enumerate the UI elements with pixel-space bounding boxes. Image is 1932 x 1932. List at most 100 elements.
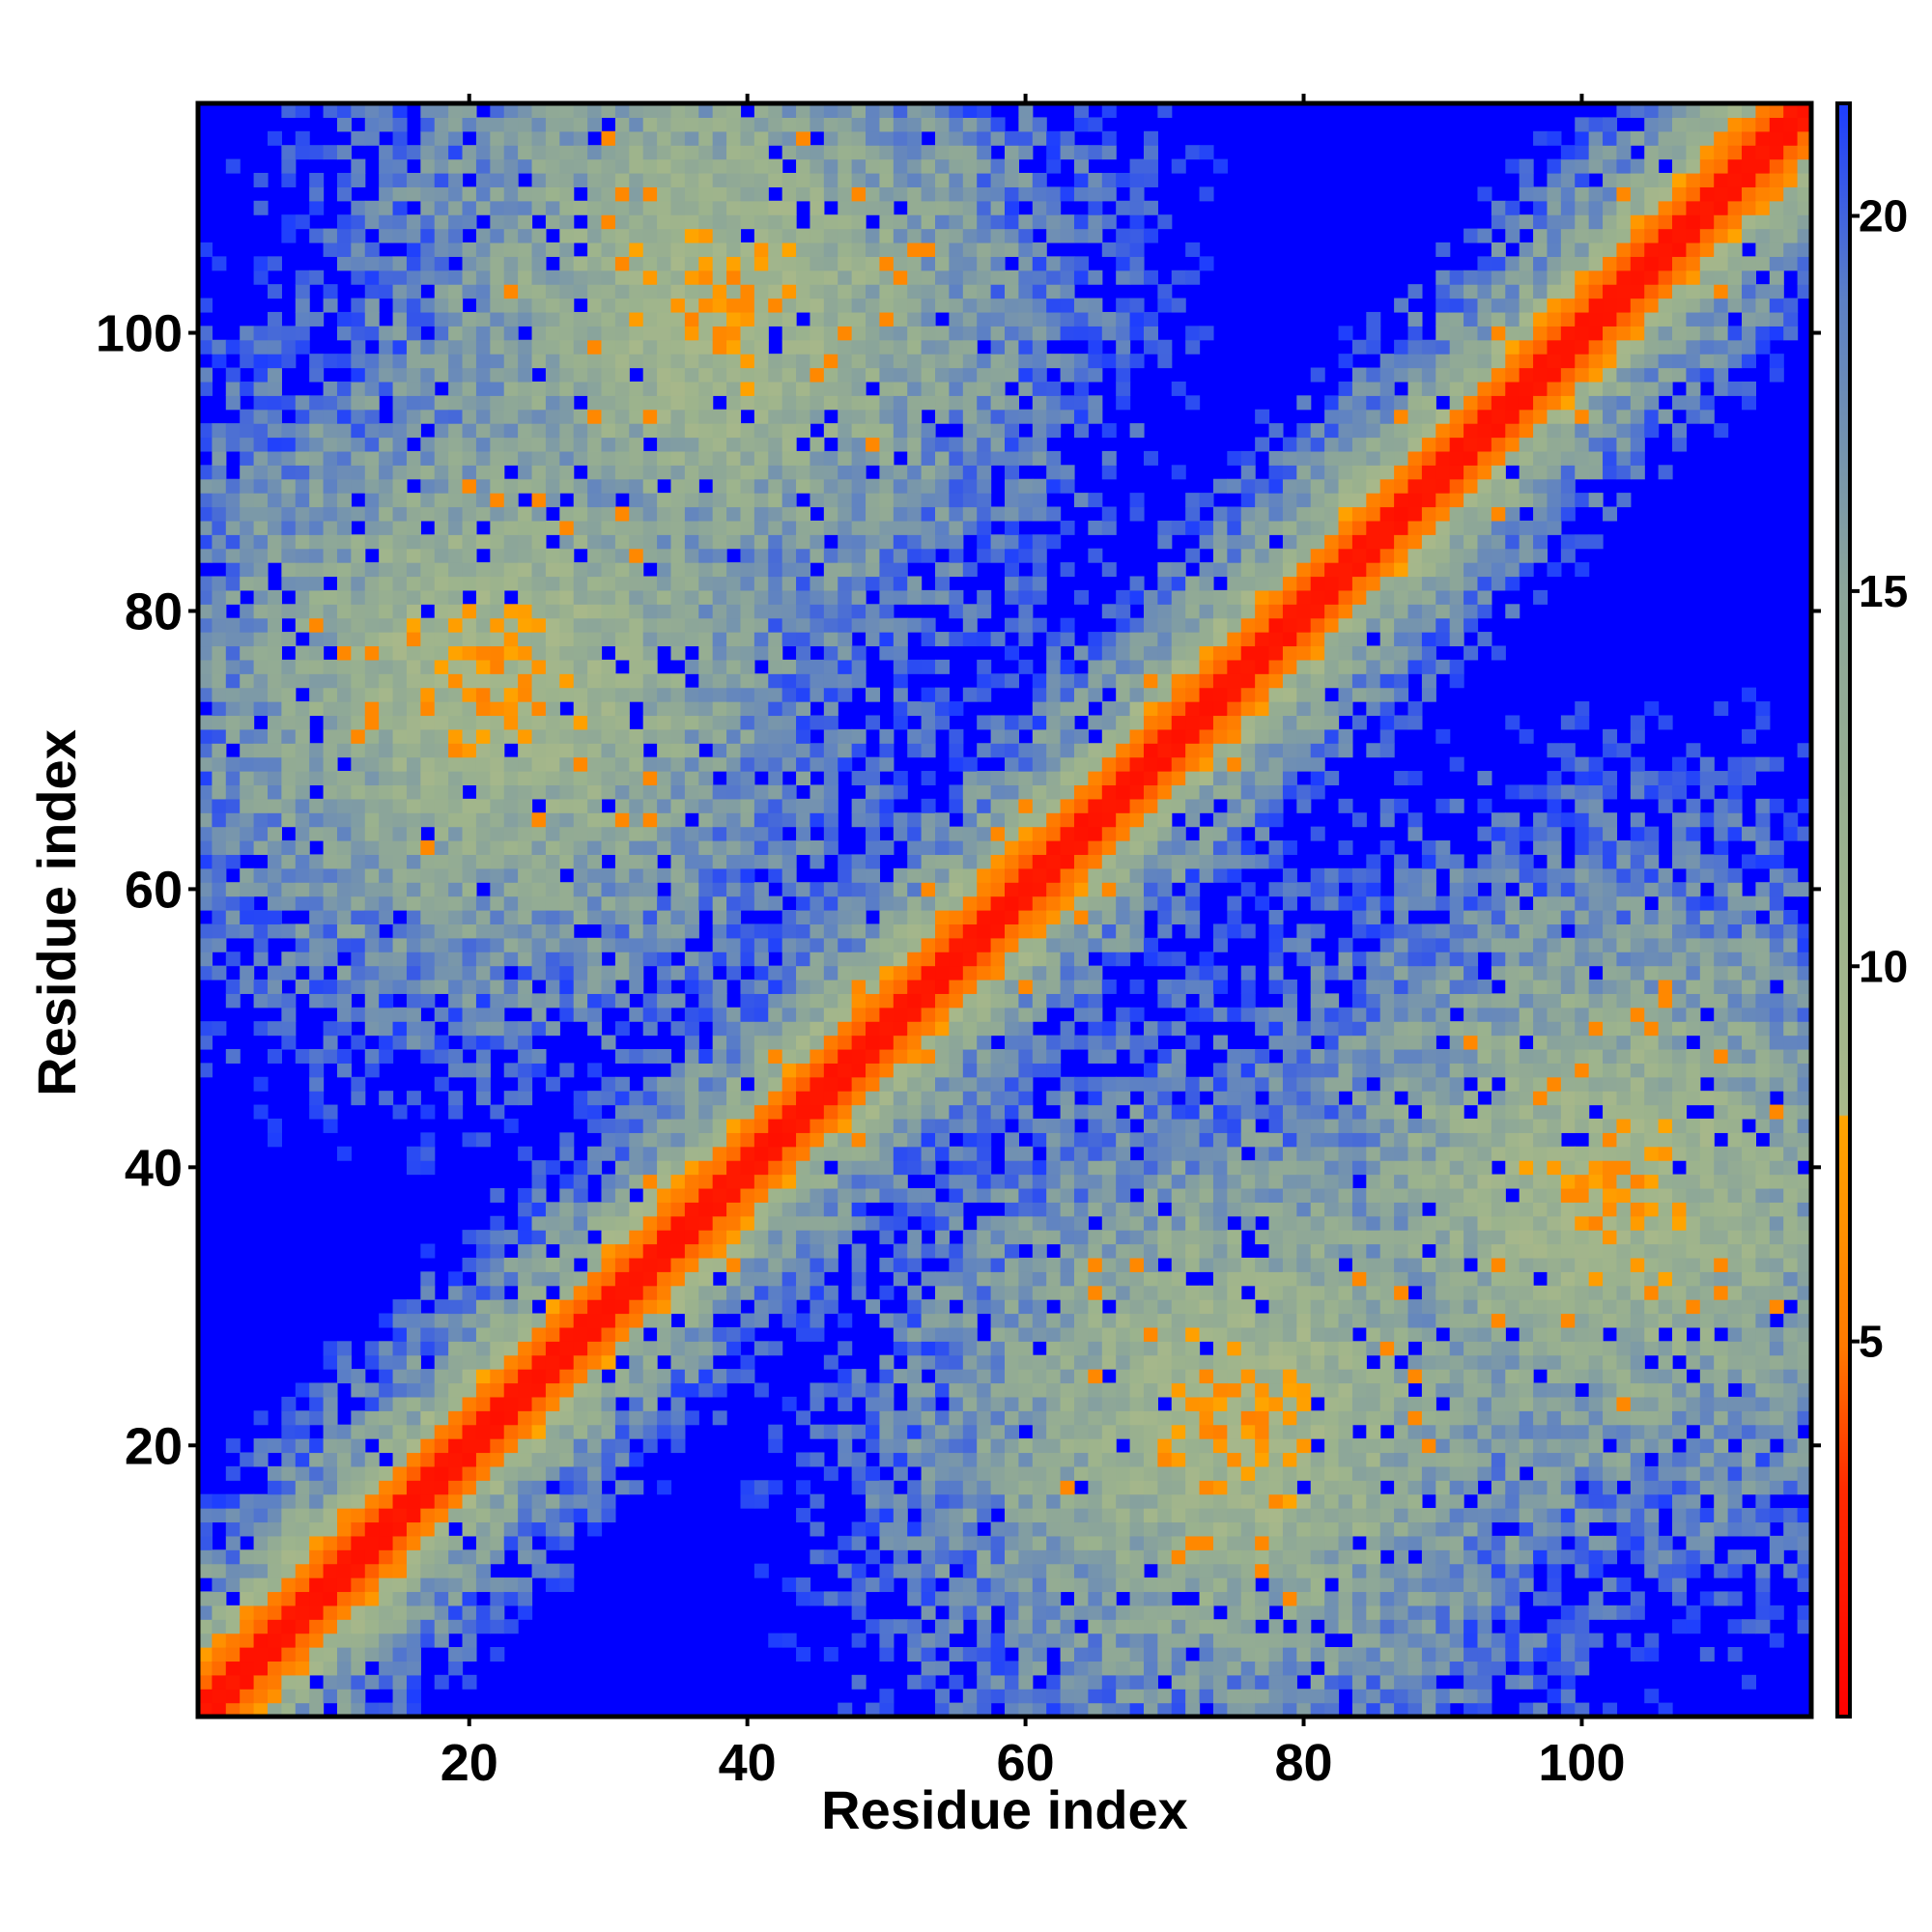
heatmap-cell [475,1535,491,1550]
heatmap-cell [684,562,699,578]
heatmap-cell [559,840,575,856]
heatmap-cell [225,812,241,828]
heatmap-cell [281,214,297,230]
heatmap-cell [781,1174,797,1189]
heatmap-cell [462,673,477,689]
heatmap-cell [559,130,575,146]
heatmap-cell [448,756,464,772]
heatmap-cell [781,409,797,424]
heatmap-cell [949,354,964,369]
heatmap-cell [462,895,477,911]
heatmap-cell [753,548,769,563]
heatmap-cell [545,339,560,355]
heatmap-cell [726,562,742,578]
heatmap-cell [614,576,630,591]
heatmap-cell [336,242,352,257]
heatmap-cell [573,979,588,994]
heatmap-cell [531,270,547,285]
heatmap-cell [838,242,853,257]
heatmap-cell [907,270,923,285]
heatmap-cell [420,701,436,717]
heatmap-cell [949,339,964,355]
heatmap-cell [490,117,505,132]
heatmap-cell [518,242,533,257]
heatmap-cell [379,562,394,578]
heatmap-cell [379,701,394,717]
heatmap-cell [420,1146,436,1161]
heatmap-cell [240,1689,255,1704]
heatmap-cell [698,1063,714,1078]
heatmap-cell [518,562,533,578]
heatmap-cell [893,923,908,939]
heatmap-cell [726,771,742,786]
heatmap-cell [545,354,560,369]
heatmap-cell [935,1619,951,1634]
heatmap-cell [420,687,436,702]
heatmap-cell [225,979,241,994]
heatmap-cell [866,1465,881,1481]
heatmap-cell [838,1091,853,1106]
heatmap-cell [475,1508,491,1523]
heatmap-cell [573,117,588,132]
heatmap-cell [351,1661,366,1676]
heatmap-cell [587,478,603,494]
heatmap-cell [490,771,505,786]
heatmap-cell [309,1076,325,1092]
heatmap-cell [642,576,658,591]
heatmap-cell [740,1493,755,1509]
heatmap-cell [336,450,352,466]
heatmap-cell [698,1132,714,1148]
heatmap-cell [614,520,630,535]
heatmap-cell [490,1243,505,1259]
heatmap-cell [295,854,310,869]
heatmap-cell [823,687,838,702]
heatmap-cell [642,520,658,535]
heatmap-cell [240,715,255,730]
heatmap-cell [323,298,338,313]
heatmap-cell [587,256,603,271]
heatmap-cell [448,673,464,689]
heatmap-cell [740,270,755,285]
heatmap-cell [448,867,464,883]
heatmap-cell [379,1563,394,1578]
heatmap-cell [545,1521,560,1537]
heatmap-cell [781,1633,797,1648]
heatmap-cell [392,298,408,313]
heatmap-cell [796,1160,811,1176]
heatmap-cell [921,1118,936,1133]
heatmap-cell [336,214,352,230]
heatmap-cell [851,1257,867,1272]
heatmap-cell [198,576,213,591]
heatmap-cell [351,562,366,578]
heatmap-cell [364,701,380,717]
heatmap-cell [364,798,380,813]
heatmap-cell [295,1647,310,1662]
heatmap-cell [866,423,881,439]
heatmap-cell [670,158,686,174]
heatmap-cell [601,520,616,535]
heatmap-cell [907,1396,923,1411]
heatmap-cell [336,937,352,952]
heatmap-cell [670,1438,686,1454]
heatmap-cell [642,1091,658,1106]
heatmap-cell [879,1619,895,1634]
heatmap-cell [629,562,644,578]
heatmap-cell [698,437,714,452]
heatmap-cell [698,548,714,563]
heatmap-cell [392,812,408,828]
heatmap-cell [281,158,297,174]
heatmap-cell [921,1048,936,1064]
heatmap-cell [531,145,547,160]
heatmap-cell [587,687,603,702]
heatmap-cell [462,1132,477,1148]
heatmap-cell [851,1591,867,1606]
heatmap-cell [531,1549,547,1565]
heatmap-cell [490,270,505,285]
heatmap-cell [768,465,783,480]
heatmap-cell [503,910,519,924]
heatmap-cell [614,478,630,494]
heatmap-cell [810,910,825,924]
heatmap-cell [684,548,699,563]
heatmap-cell [921,743,936,758]
heatmap-cell [295,145,310,160]
